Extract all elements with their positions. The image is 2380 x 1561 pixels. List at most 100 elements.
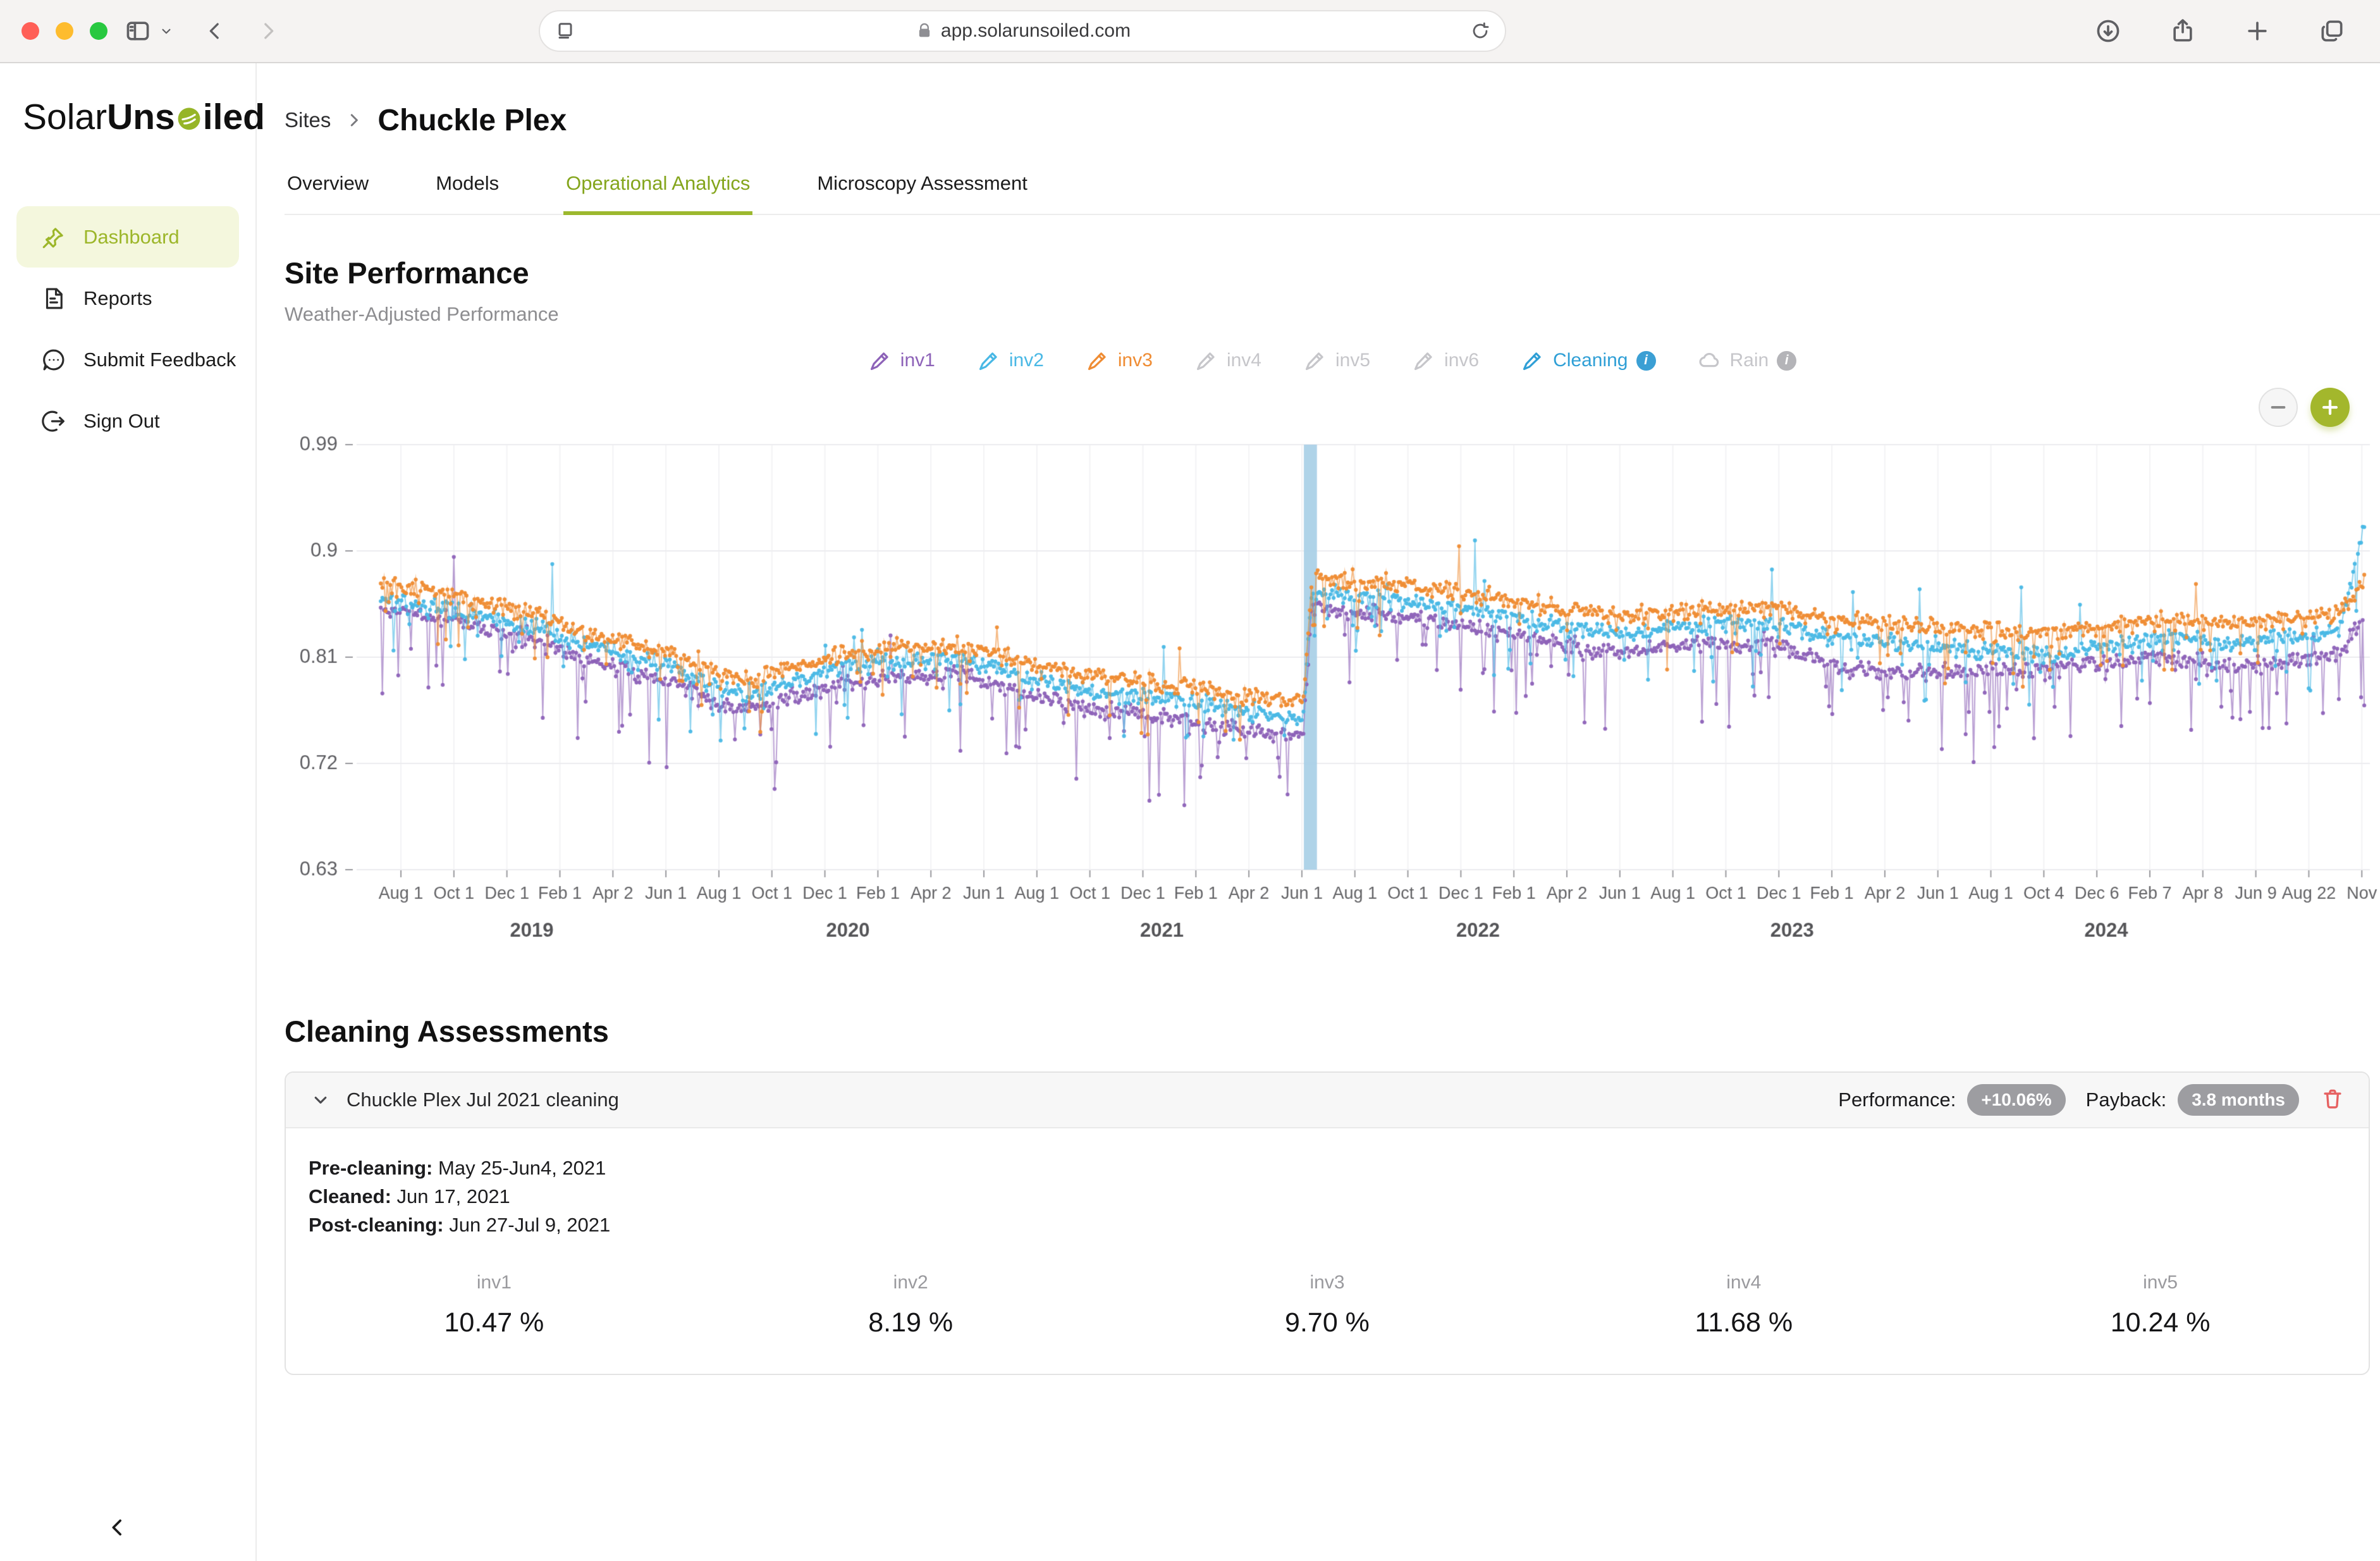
sidebar-item-label: Submit Feedback: [83, 349, 236, 371]
sidebar-item-sign-out[interactable]: Sign Out: [0, 390, 255, 452]
app-logo: SolarUnsiled: [0, 96, 255, 138]
chevron-left-icon: [105, 1515, 130, 1540]
minus-icon: [2268, 397, 2288, 417]
chevron-down-icon[interactable]: [310, 1089, 331, 1111]
legend-item-inv2[interactable]: inv2: [977, 349, 1044, 373]
reload-icon[interactable]: [1469, 20, 1491, 42]
legend-label: Cleaning: [1553, 350, 1628, 371]
minimize-window-button[interactable]: [56, 22, 73, 40]
sidebar-item-label: Sign Out: [83, 410, 160, 433]
lock-icon: [916, 22, 933, 40]
share-icon[interactable]: [2169, 17, 2197, 45]
tab-microscopy-assessment[interactable]: Microscopy Assessment: [814, 172, 1030, 214]
sidebar-item-reports[interactable]: Reports: [0, 268, 255, 329]
inverter-stat: inv4 11.68 %: [1535, 1272, 1952, 1338]
inverter-stat: inv1 10.47 %: [286, 1272, 702, 1338]
main-content: Sites Chuckle Plex Overview Models Opera…: [257, 63, 2380, 1561]
chart-zoom-controls: [2259, 388, 2350, 427]
reader-view-icon[interactable]: [554, 20, 577, 42]
sidebar-collapse-button[interactable]: [105, 1515, 130, 1543]
breadcrumb-sites-link[interactable]: Sites: [285, 108, 331, 132]
address-bar[interactable]: app.solarunsoiled.com: [539, 10, 1506, 52]
cleaned-label: Cleaned:: [309, 1185, 391, 1207]
close-window-button[interactable]: [21, 22, 39, 40]
inverter-stat-label: inv3: [1119, 1272, 1536, 1293]
sign-out-icon: [40, 408, 67, 435]
assessment-card-header[interactable]: Chuckle Plex Jul 2021 cleaning Performan…: [286, 1073, 2369, 1128]
legend-label: inv6: [1444, 350, 1479, 371]
inverter-stat-value: 8.19 %: [702, 1307, 1119, 1338]
inverter-stat-value: 10.24 %: [1952, 1307, 2369, 1338]
post-cleaning-label: Post-cleaning:: [309, 1214, 444, 1236]
payback-label: Payback:: [2086, 1089, 2167, 1111]
breadcrumb: Sites Chuckle Plex: [285, 101, 2380, 139]
delete-assessment-button[interactable]: [2321, 1087, 2345, 1114]
sidebar-toggle-icon[interactable]: [124, 17, 152, 45]
inverter-stat-value: 9.70 %: [1119, 1307, 1536, 1338]
legend-item-inv1[interactable]: inv1: [868, 349, 935, 373]
plus-icon: [2319, 397, 2341, 418]
cleaned-value: Jun 17, 2021: [391, 1185, 510, 1207]
info-icon[interactable]: i: [1777, 351, 1796, 371]
sidebar-item-dashboard[interactable]: Dashboard: [16, 206, 239, 268]
marker-pen-icon: [1412, 349, 1436, 373]
document-icon: [40, 285, 67, 312]
legend-label: inv5: [1335, 350, 1370, 371]
chart-legend: inv1 inv2 inv3 inv4 inv5 inv6 Cleaning i: [285, 346, 2380, 375]
tab-bar: Overview Models Operational Analytics Mi…: [285, 172, 2380, 215]
info-icon[interactable]: i: [1636, 351, 1656, 371]
page-title: Chuckle Plex: [377, 103, 567, 138]
section-subtitle: Weather-Adjusted Performance: [285, 303, 2380, 326]
inverter-stat: inv5 10.24 %: [1952, 1272, 2369, 1338]
tab-overview[interactable]: Overview: [285, 172, 371, 214]
legend-item-cleaning[interactable]: Cleaning i: [1521, 349, 1655, 373]
assessment-card: Chuckle Plex Jul 2021 cleaning Performan…: [285, 1071, 2370, 1375]
zoom-out-button[interactable]: [2259, 388, 2298, 427]
assessment-card-body: Pre-cleaning: May 25-Jun4, 2021 Cleaned:…: [286, 1128, 2369, 1374]
browser-toolbar: app.solarunsoiled.com: [0, 0, 2380, 63]
legend-label: inv2: [1009, 350, 1044, 371]
new-tab-icon[interactable]: [2243, 17, 2271, 45]
performance-badge: +10.06%: [1967, 1084, 2065, 1116]
legend-item-inv3[interactable]: inv3: [1086, 349, 1153, 373]
legend-label: inv4: [1227, 350, 1261, 371]
inverter-stat-label: inv5: [1952, 1272, 2369, 1293]
marker-pen-icon: [1086, 349, 1110, 373]
section-title: Site Performance: [285, 256, 2380, 290]
tab-overview-icon[interactable]: [2318, 17, 2346, 45]
back-button[interactable]: [202, 18, 228, 44]
legend-label: inv3: [1118, 350, 1153, 371]
performance-chart[interactable]: [285, 428, 2380, 953]
tab-group-chevron-icon[interactable]: [158, 23, 175, 39]
chevron-right-icon: [345, 111, 364, 130]
legend-item-inv4[interactable]: inv4: [1194, 349, 1261, 373]
marker-pen-icon: [1521, 349, 1545, 373]
inverter-stat: inv3 9.70 %: [1119, 1272, 1536, 1338]
sidebar-item-submit-feedback[interactable]: Submit Feedback: [0, 329, 255, 390]
inverter-stat: inv2 8.19 %: [702, 1272, 1119, 1338]
pre-cleaning-label: Pre-cleaning:: [309, 1157, 432, 1179]
forward-button: [255, 18, 281, 44]
legend-item-inv6[interactable]: inv6: [1412, 349, 1479, 373]
chat-bubble-icon: [40, 347, 67, 373]
zoom-in-button[interactable]: [2310, 388, 2350, 427]
inverter-stat-value: 11.68 %: [1535, 1307, 1952, 1338]
inverter-stat-label: inv4: [1535, 1272, 1952, 1293]
zoom-window-button[interactable]: [90, 22, 107, 40]
marker-pen-icon: [1303, 349, 1327, 373]
marker-pen-icon: [868, 349, 892, 373]
tab-operational-analytics[interactable]: Operational Analytics: [563, 172, 752, 215]
marker-pen-icon: [1194, 349, 1218, 373]
legend-item-rain[interactable]: Rain i: [1698, 349, 1797, 373]
inverter-stat-label: inv1: [286, 1272, 702, 1293]
leaf-icon: [175, 104, 203, 132]
sidebar-item-label: Dashboard: [83, 226, 180, 249]
tab-models[interactable]: Models: [433, 172, 501, 214]
downloads-icon[interactable]: [2094, 17, 2122, 45]
legend-label: Rain: [1730, 350, 1769, 371]
legend-label: inv1: [900, 350, 935, 371]
trash-icon: [2321, 1087, 2345, 1111]
sidebar-item-label: Reports: [83, 287, 152, 310]
legend-item-inv5[interactable]: inv5: [1303, 349, 1370, 373]
inverter-stat-value: 10.47 %: [286, 1307, 702, 1338]
